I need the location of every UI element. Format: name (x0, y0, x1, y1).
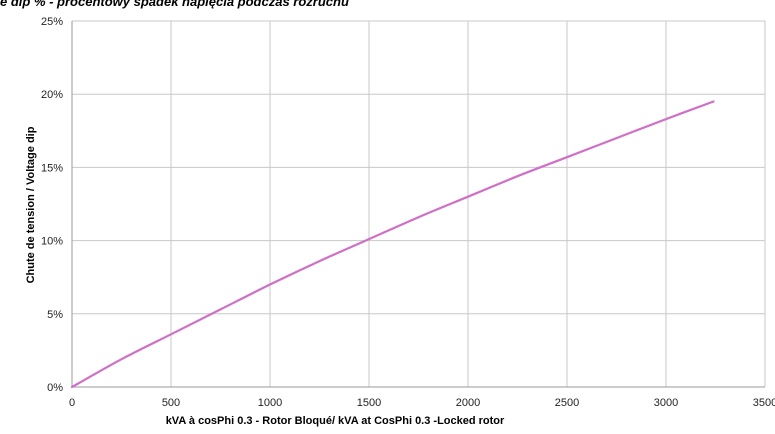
x-tick-label: 0 (69, 397, 75, 409)
y-tick-labels: 0% 5% 10% 15% 20% 25% (41, 16, 63, 394)
x-axis-label: kVA à cosPhi 0.3 - Rotor Bloqué/ kVA at … (166, 415, 505, 427)
plot-border (71, 21, 765, 388)
y-tick-label: 5% (47, 309, 63, 321)
y-tick-label: 20% (41, 89, 63, 101)
series-layer (70, 100, 715, 389)
chart-caption: e dip % - procentowy spadek napięcia pod… (0, 0, 349, 9)
y-tick-label: 0% (47, 382, 63, 394)
x-tick-label: 500 (162, 397, 180, 409)
x-tick-label: 1000 (258, 397, 282, 409)
y-tick-label: 25% (41, 16, 63, 28)
x-tick-labels: 0 500 1000 1500 2000 2500 3000 3500 (69, 397, 775, 409)
y-tick-label: 10% (41, 236, 63, 248)
x-tick-label: 2000 (456, 397, 480, 409)
x-tick-label: 1500 (357, 397, 381, 409)
x-tick-label: 3000 (654, 397, 678, 409)
grid (71, 20, 766, 388)
y-axis-label: Chute de tension / Voltage dip (25, 126, 37, 283)
x-tick-label: 3500 (753, 397, 775, 409)
y-tick-label: 15% (41, 162, 63, 174)
series-line (70, 100, 715, 389)
x-tick-label: 2500 (555, 397, 579, 409)
